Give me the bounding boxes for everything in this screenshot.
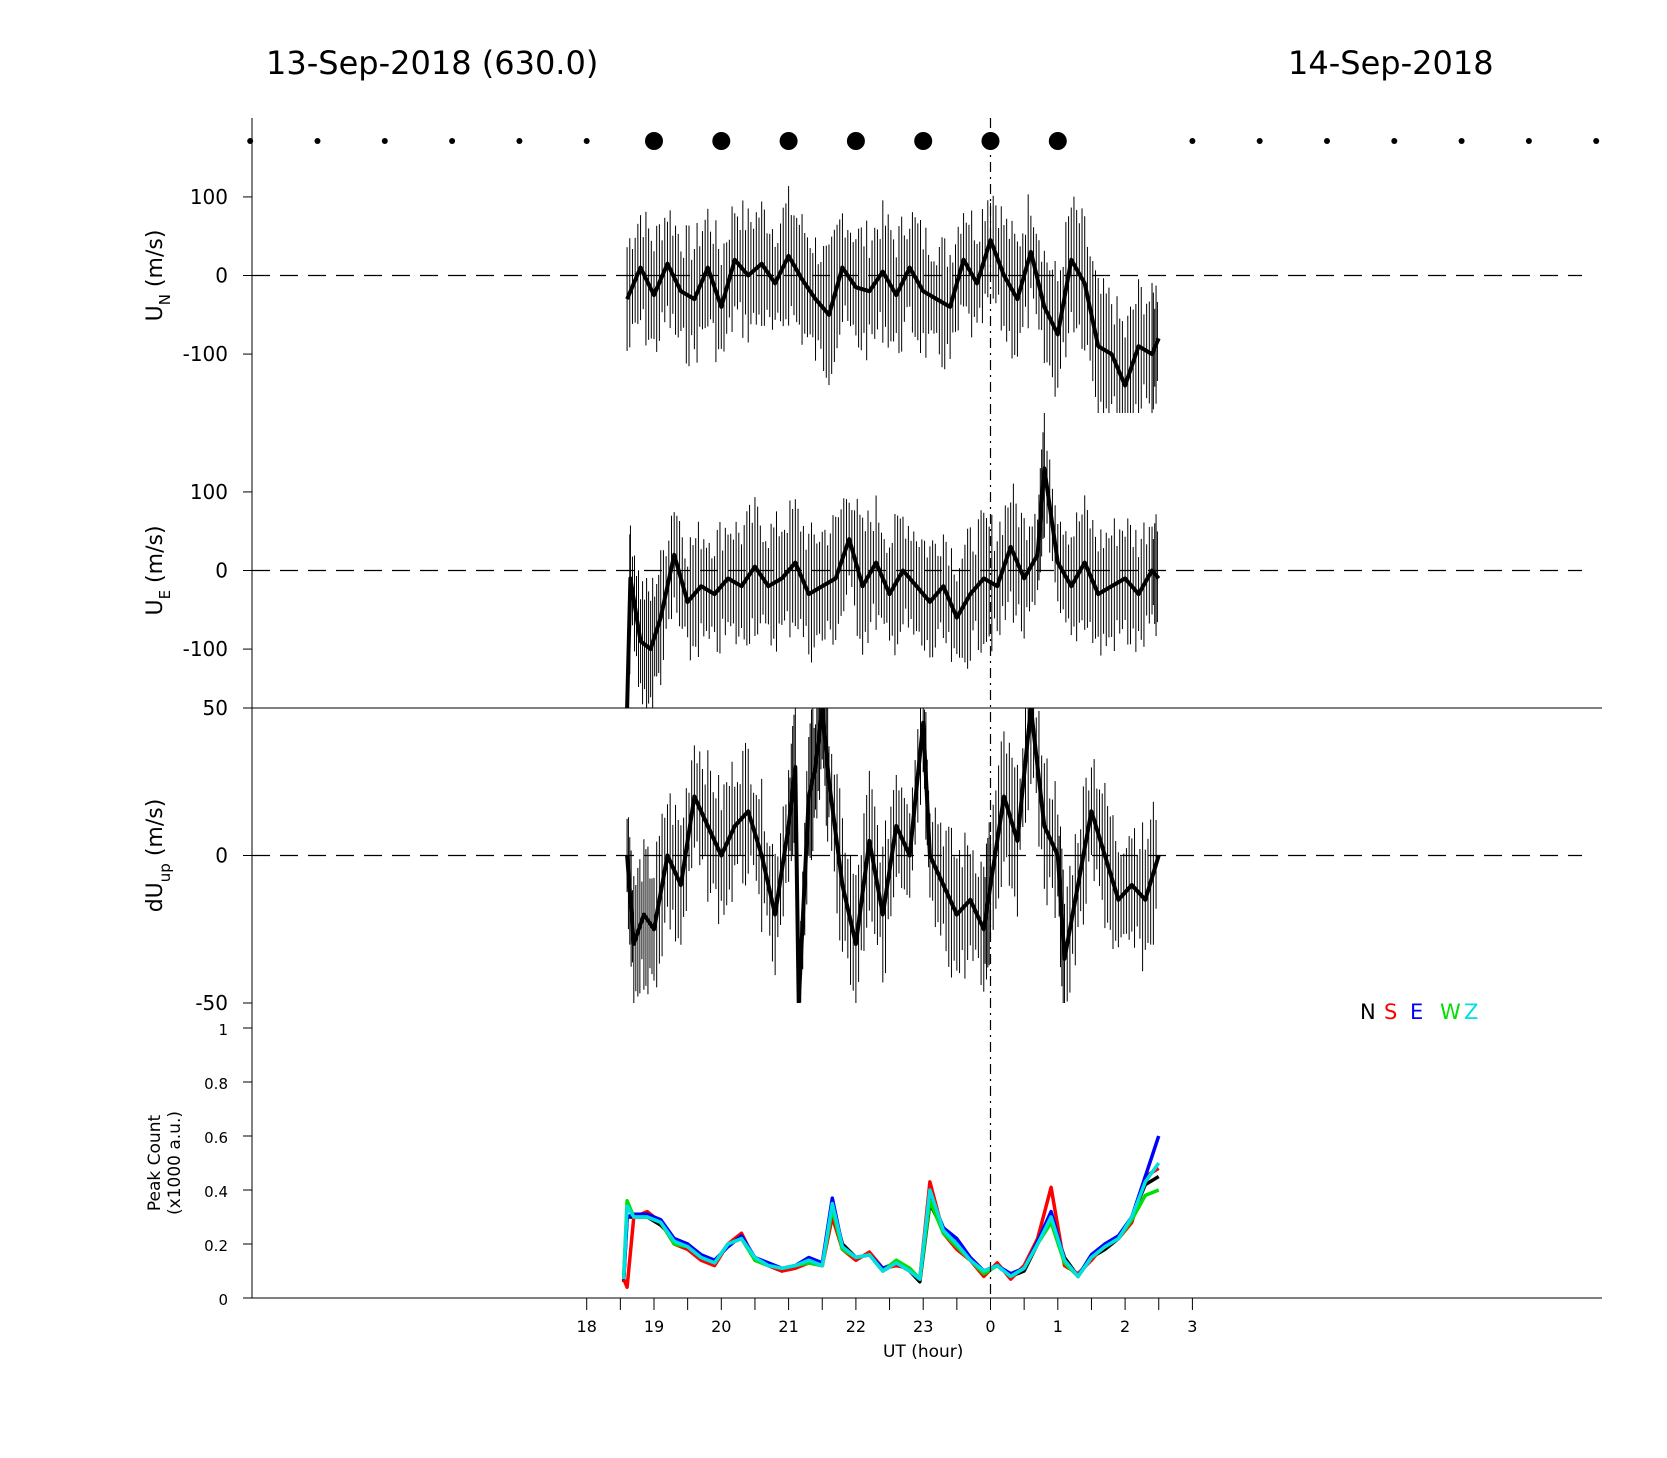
y-tick-label: -100: [183, 342, 228, 366]
x-tick-label: 20: [711, 1317, 731, 1336]
panel-U_N: 100 0 -100 UN (m/s): [143, 118, 1582, 413]
y-tick-label: 0: [215, 559, 228, 583]
sky-marker-small: [1324, 138, 1330, 144]
y-tick-label: 100: [190, 480, 228, 504]
x-tick-label: 19: [644, 1317, 664, 1336]
y-axis-label: UN (m/s): [143, 230, 174, 322]
header-date-left: 13-Sep-2018 (630.0): [266, 44, 599, 82]
y-tick-label: 0: [215, 844, 228, 868]
sky-marker-large: [712, 132, 731, 150]
x-tick-label: 0: [985, 1317, 995, 1336]
x-tick-label: 22: [846, 1317, 866, 1336]
sky-marker-small: [583, 138, 590, 144]
y-tick-label: 0.8: [204, 1075, 228, 1093]
sky-marker-small: [1189, 138, 1196, 144]
sky-marker-small: [516, 138, 523, 144]
legend-label-S: S: [1384, 1000, 1397, 1024]
y-tick-label: -50: [195, 991, 228, 1015]
series-line-S: [622, 1166, 1160, 1289]
x-tick-label: 18: [577, 1317, 597, 1336]
header-date-right: 14-Sep-2018: [1288, 44, 1494, 82]
sky-marker-small: [449, 138, 456, 144]
series-line: [625, 238, 1161, 388]
y-tick-label: -100: [183, 637, 228, 661]
y-axis-label: dUup (m/s): [143, 799, 174, 913]
y-tick-label: 0: [215, 264, 228, 288]
y-tick-label: 0.6: [204, 1129, 228, 1147]
sky-markers: [247, 132, 1600, 150]
series-group: [625, 413, 1161, 708]
sky-marker-small: [381, 138, 388, 144]
sky-marker-large: [914, 132, 933, 150]
series-line: [625, 708, 1161, 1003]
sky-marker-small: [1525, 138, 1532, 144]
y-tick-label: 1: [218, 1021, 228, 1039]
sky-marker-small: [1256, 138, 1263, 144]
y-axis-label-2: (x1000 a.u.): [165, 1111, 185, 1215]
x-tick-label: 3: [1187, 1317, 1197, 1336]
x-tick-label: 21: [778, 1317, 798, 1336]
series-line-Z: [621, 1161, 1161, 1281]
series-line: [625, 466, 1161, 708]
sky-marker-small: [314, 138, 321, 144]
legend-label-Z: Z: [1464, 1000, 1478, 1024]
y-axis-label: Peak Count: [145, 1115, 165, 1212]
legend-label-E: E: [1410, 1000, 1423, 1024]
legend-label-N: N: [1360, 1000, 1376, 1024]
sky-marker-large: [846, 132, 865, 150]
series-group: [625, 186, 1161, 413]
panel-U_E: 100 0 -100 UE (m/s): [143, 413, 1582, 708]
y-tick-label: 0.2: [204, 1237, 228, 1255]
sky-marker-small: [1593, 138, 1600, 144]
y-axis-label: UE (m/s): [143, 525, 174, 615]
y-tick-label: 50: [203, 696, 228, 720]
x-axis-label: UT (hour): [883, 1342, 963, 1362]
panel-peak_count: 1 0.8 0.6 0.4 0.2 0 Peak Count (x1000 a.u.) 18 19…: [145, 1000, 1602, 1362]
y-tick-label: 100: [190, 185, 228, 209]
series-group: [625, 708, 1161, 1003]
sky-marker-small: [1458, 138, 1465, 144]
x-tick-label: 1: [1053, 1317, 1063, 1336]
sky-marker-large: [645, 132, 663, 150]
x-tick-label: 2: [1120, 1317, 1130, 1336]
y-tick-label: 0.4: [204, 1183, 228, 1201]
y-tick-label: 0: [218, 1291, 228, 1309]
x-tick-label: 23: [913, 1317, 933, 1336]
panel-dU_up: 50 0 -50 dUup (m/s): [143, 696, 1582, 1015]
legend-label-W: W: [1440, 1000, 1461, 1024]
sky-marker-large: [1048, 132, 1067, 150]
sky-marker-large: [779, 132, 798, 150]
sky-marker-small: [1391, 138, 1398, 144]
